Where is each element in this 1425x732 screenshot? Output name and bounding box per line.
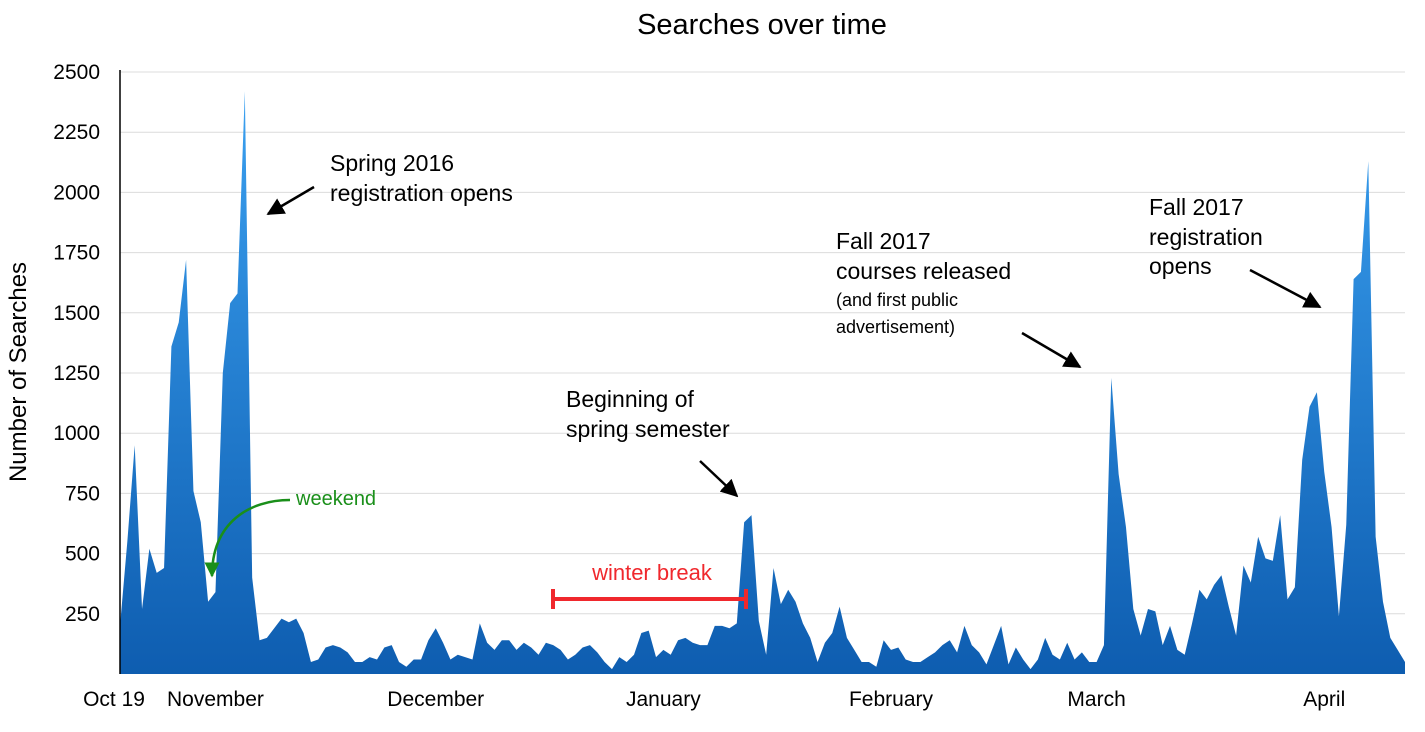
annotation-text: opens — [1149, 253, 1212, 279]
x-tick-label: March — [1067, 688, 1125, 711]
annotation-text: (and first public — [836, 290, 958, 310]
annotation-beginning-spring: Beginning of spring semester — [566, 386, 739, 498]
searches-area-series — [120, 91, 1405, 674]
y-tick-label: 250 — [65, 603, 100, 626]
annotation-fall-courses: Fall 2017 courses released (and first pu… — [836, 228, 1082, 369]
annotation-spring-2016: Spring 2016 registration opens — [266, 150, 513, 216]
annotation-text: Spring 2016 — [330, 150, 454, 176]
x-tick-labels: Oct 19 November December January February Mar… — [83, 688, 1345, 711]
annotation-text: Fall 2017 — [836, 228, 931, 254]
annotation-text: winter break — [591, 560, 713, 585]
y-tick-labels: 250 500 750 1000 1250 1500 1750 2000 2250 2500 — [53, 61, 100, 626]
y-tick-label: 2250 — [53, 121, 100, 144]
annotation-arrow — [1021, 331, 1082, 369]
gridlines — [120, 71, 1405, 615]
x-tick-label: February — [849, 688, 934, 711]
annotation-winter-break: winter break — [551, 560, 748, 609]
x-tick-label: January — [626, 688, 701, 711]
annotation-arrow — [266, 185, 315, 216]
annotation-arrow — [699, 460, 739, 498]
annotation-fall-registration: Fall 2017 registration opens — [1149, 194, 1322, 309]
weekend-arrow — [204, 498, 291, 578]
x-tick-label: November — [167, 688, 264, 711]
annotation-text: weekend — [295, 488, 376, 510]
annotation-text: Fall 2017 — [1149, 194, 1244, 220]
annotation-text: Beginning of — [566, 386, 694, 412]
y-axis-label: Number of Searches — [5, 262, 32, 482]
x-tick-label: April — [1303, 688, 1345, 711]
annotation-text: spring semester — [566, 416, 730, 442]
x-tick-label: December — [387, 688, 484, 711]
annotation-arrow — [1249, 268, 1322, 309]
x-tick-label: Oct 19 — [83, 688, 145, 711]
annotation-text: courses released — [836, 258, 1011, 284]
y-tick-label: 1750 — [53, 242, 100, 265]
y-tick-label: 2500 — [53, 61, 100, 84]
annotation-weekend: weekend — [204, 488, 376, 578]
y-tick-label: 1000 — [53, 422, 100, 445]
y-tick-label: 1250 — [53, 362, 100, 385]
y-tick-label: 1500 — [53, 302, 100, 325]
annotation-text: registration — [1149, 224, 1263, 250]
y-tick-label: 2000 — [53, 181, 100, 204]
annotation-text: advertisement) — [836, 317, 955, 337]
annotation-text: registration opens — [330, 180, 513, 206]
y-tick-label: 500 — [65, 543, 100, 566]
y-tick-label: 750 — [65, 482, 100, 505]
chart-title: Searches over time — [637, 9, 887, 41]
